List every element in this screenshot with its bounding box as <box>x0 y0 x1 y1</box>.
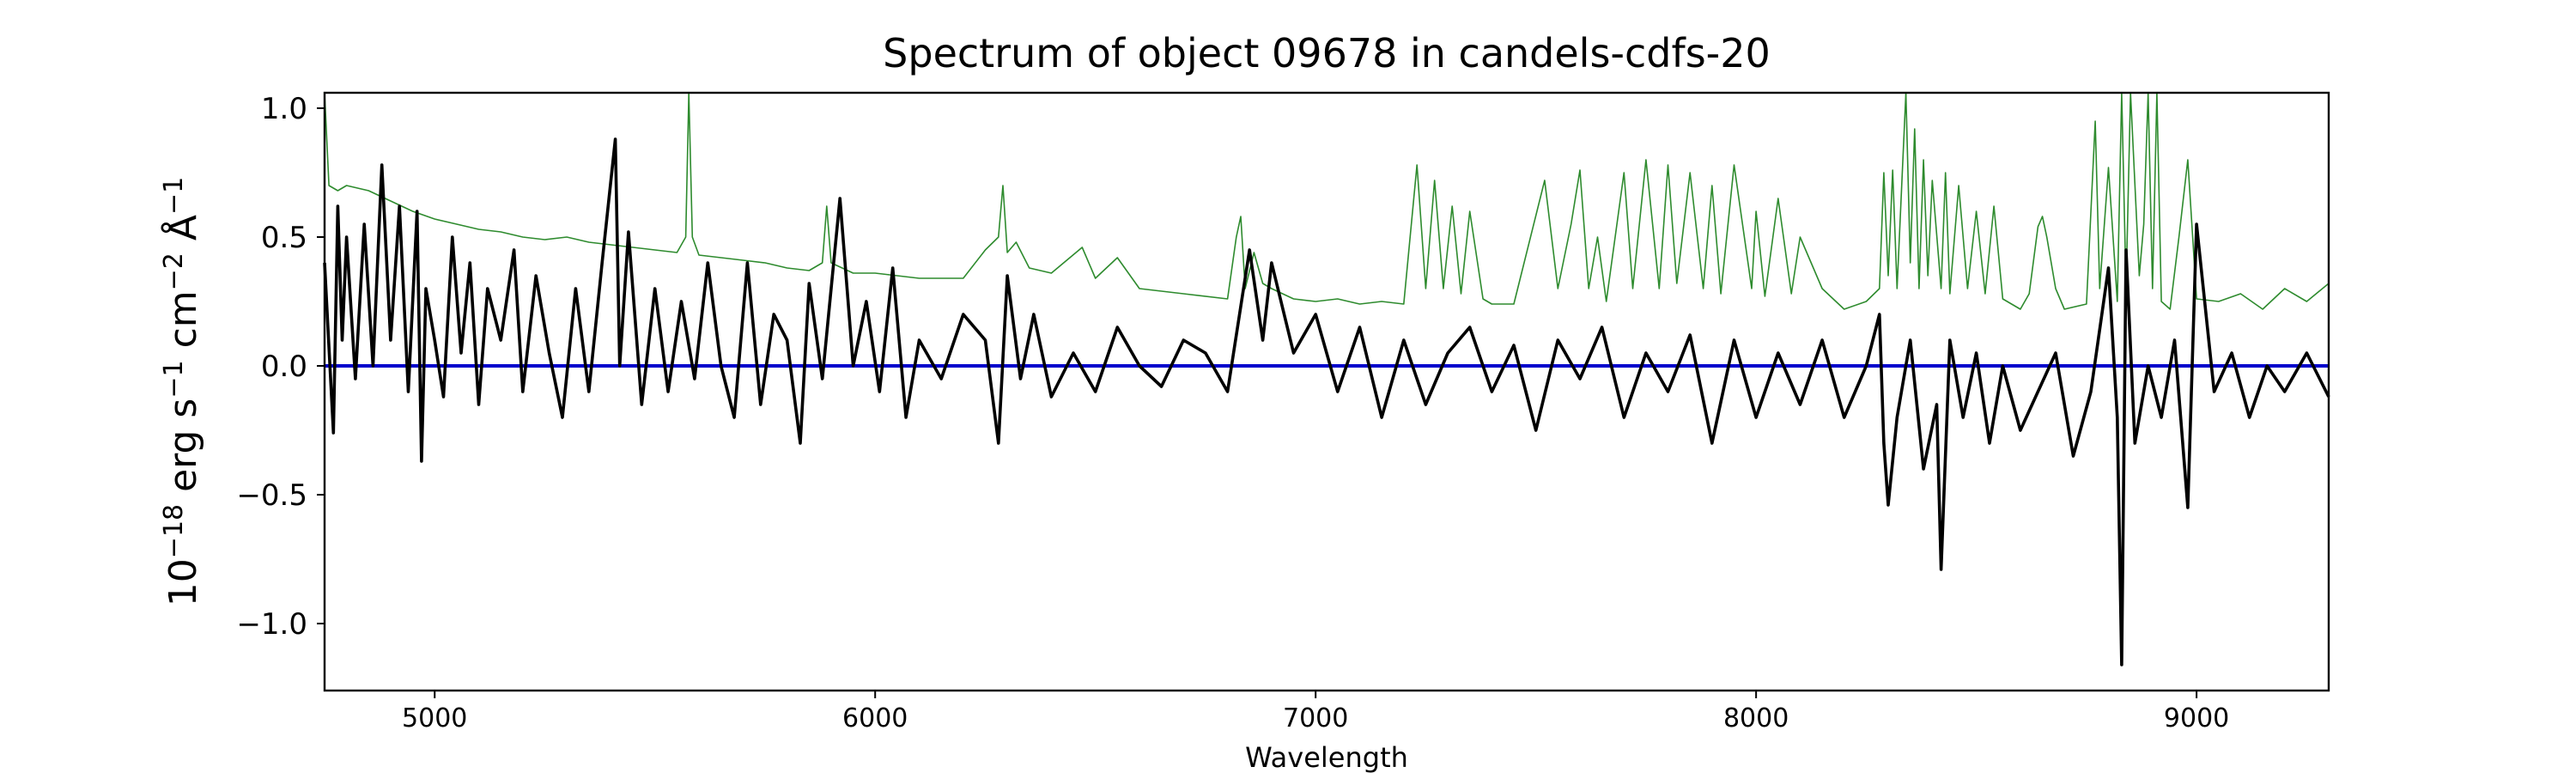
y-axis-label-unit3: Å <box>160 215 205 253</box>
y-axis-label-unit1-exp: −1 <box>159 360 189 398</box>
x-tick-label: 8000 <box>1723 703 1789 733</box>
x-tick-label: 5000 <box>402 703 467 733</box>
y-axis: −1.0 −0.5 0.0 0.5 1.0 <box>236 92 325 642</box>
x-tick-label: 9000 <box>2164 703 2229 733</box>
y-tick-label: −0.5 <box>236 478 307 513</box>
x-axis: 5000 6000 7000 8000 9000 <box>402 691 2229 733</box>
x-tick-label: 6000 <box>842 703 908 733</box>
y-tick-label: 1.0 <box>261 92 307 126</box>
x-axis-label: Wavelength <box>1245 741 1408 773</box>
plot-area <box>323 92 2330 666</box>
plot-frame <box>323 91 2330 692</box>
y-axis-label-unit2: cm <box>161 290 205 360</box>
y-axis-label-exp: −18 <box>159 504 189 558</box>
y-tick-label: 0.5 <box>261 221 307 255</box>
y-axis-label-base: 10 <box>161 558 205 606</box>
x-tick-label: 7000 <box>1283 703 1348 733</box>
series-line-flux <box>323 137 2330 666</box>
chart-title: Spectrum of object 09678 in candels-cdfs… <box>883 30 1771 76</box>
y-tick-label: 0.0 <box>261 350 307 384</box>
y-axis-label-unit2-exp: −2 <box>159 253 189 290</box>
y-axis-label-unit1: erg s <box>161 399 205 504</box>
y-tick-label: −1.0 <box>236 607 307 642</box>
y-axis-label-unit3-exp: −1 <box>159 177 189 215</box>
series-line-error <box>324 92 2330 310</box>
y-axis-label: 10−18 erg s−1 cm−2 Å−1 <box>159 177 205 606</box>
